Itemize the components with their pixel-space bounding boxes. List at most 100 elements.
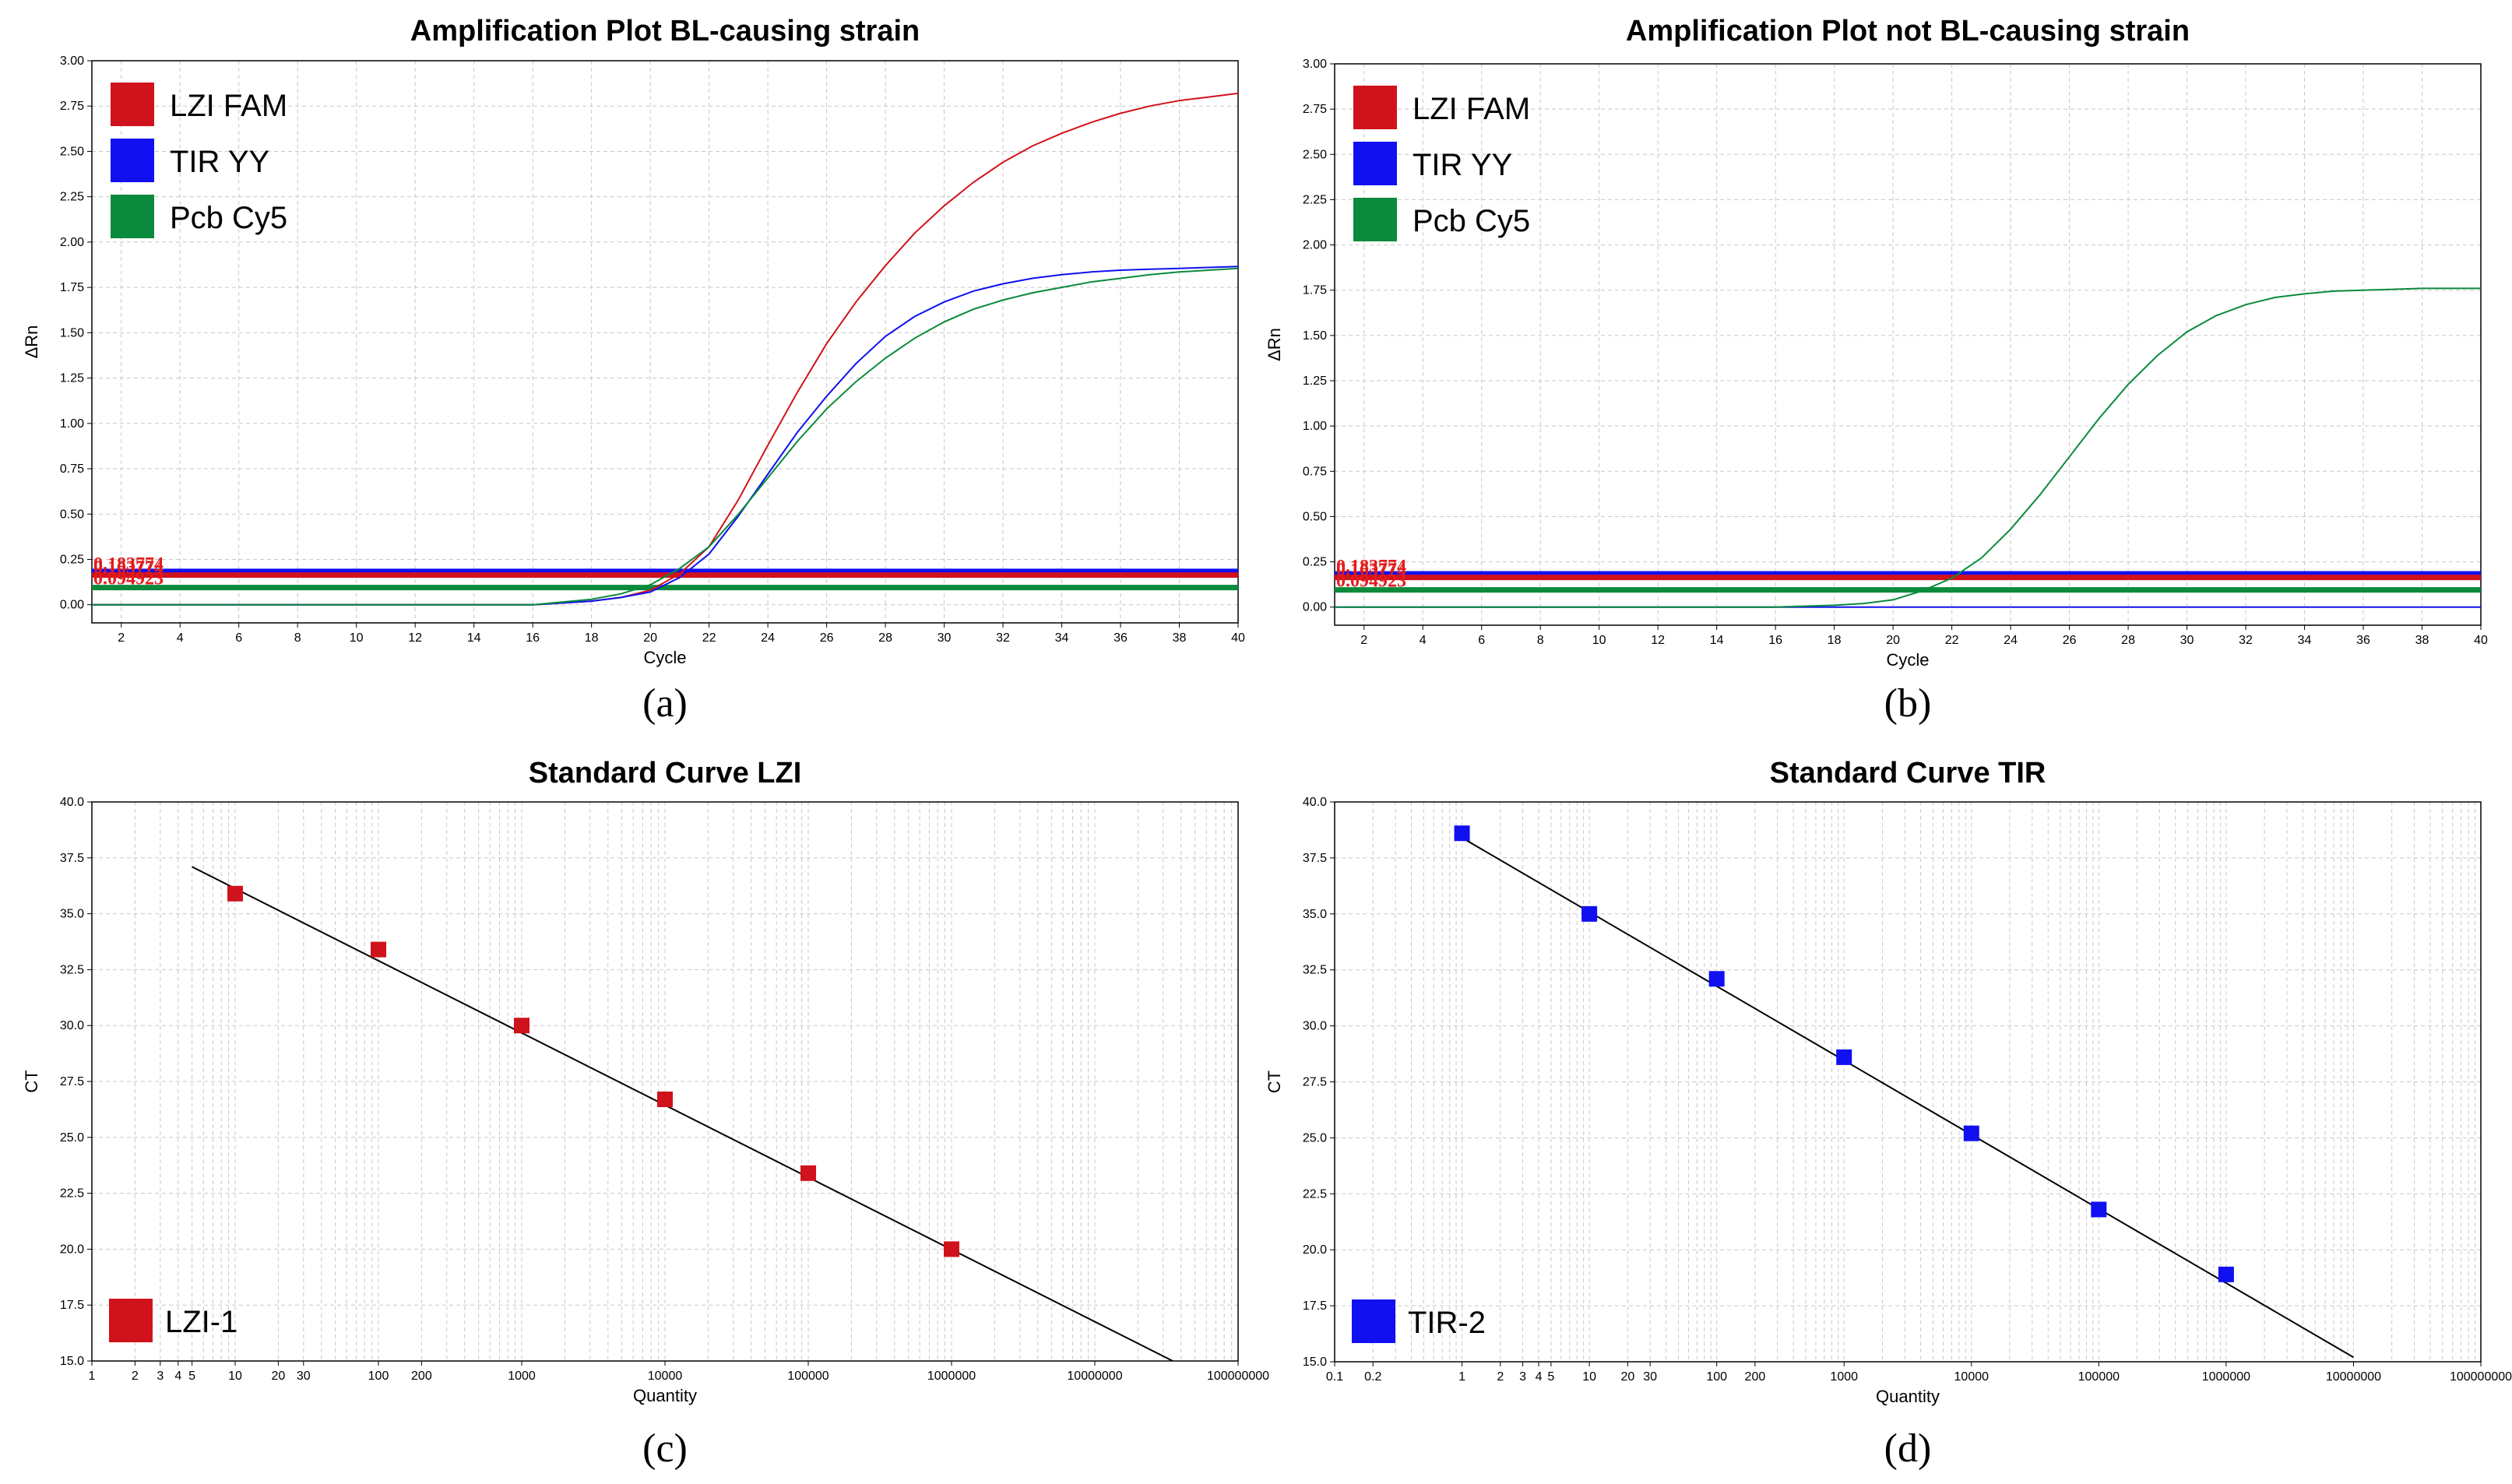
threshold-label: 0.163774 — [93, 558, 164, 578]
threshold-label: 0.183774 — [93, 554, 164, 575]
x-tick-label: 8 — [1537, 634, 1544, 647]
x-tick-label: 20 — [1886, 634, 1900, 647]
y-tick-label: 1.25 — [1303, 375, 1327, 388]
y-axis-label: CT — [1265, 1071, 1284, 1093]
y-tick-label: 37.5 — [1303, 852, 1327, 865]
x-tick-label: 100000 — [2078, 1370, 2120, 1384]
y-axis-label: ΔRn — [1265, 328, 1284, 361]
x-tick-label: 30 — [297, 1370, 311, 1383]
chart-title: Amplification Plot not BL-causing strain — [1626, 15, 2190, 47]
legend-label: LZI FAM — [1413, 92, 1530, 126]
x-tick-label: 1000 — [508, 1370, 536, 1383]
x-tick-label: 1000000 — [927, 1370, 976, 1383]
panel-sublabel: (d) — [1884, 1426, 1932, 1471]
y-tick-label: 2.50 — [60, 145, 84, 158]
x-tick-label: 14 — [1710, 634, 1724, 647]
series-line-lzi-fam — [92, 92, 1238, 606]
data-point — [1708, 971, 1725, 987]
x-tick-label: 2 — [118, 631, 125, 645]
threshold-label: 0.183774 — [1336, 557, 1406, 577]
x-tick-label: 100 — [1706, 1370, 1727, 1384]
x-tick-label: 200 — [411, 1370, 432, 1383]
x-tick-label: 34 — [2298, 634, 2312, 647]
y-tick-label: 0.00 — [60, 599, 84, 612]
threshold-label: 0.163774 — [1336, 561, 1406, 581]
x-tick-label: 3 — [157, 1370, 164, 1383]
legend-label: Pcb Cy5 — [170, 201, 287, 235]
legend-label: LZI-1 — [165, 1305, 237, 1339]
y-tick-label: 17.5 — [60, 1299, 84, 1312]
chart-panel-d: Standard Curve TIR 15.0 17.5 20.0 22.5 25.0 27… — [1265, 757, 2512, 1471]
x-tick-label: 28 — [878, 631, 892, 645]
x-tick-label: 100000 — [787, 1370, 829, 1383]
fit-line — [1462, 837, 2354, 1359]
y-tick-label: 20.0 — [1303, 1243, 1327, 1257]
x-tick-label: 1 — [89, 1370, 96, 1383]
chart-title: Standard Curve LZI — [529, 757, 802, 789]
x-tick-label: 32 — [2239, 634, 2253, 647]
x-tick-label: 2 — [1360, 634, 1367, 647]
legend-label: Pcb Cy5 — [1413, 204, 1530, 238]
x-tick-label: 2 — [132, 1370, 139, 1383]
y-tick-label: 2.75 — [1303, 103, 1327, 116]
x-tick-label: 28 — [2121, 634, 2135, 647]
chart-title: Standard Curve TIR — [1770, 757, 2046, 789]
data-point — [227, 885, 243, 902]
x-tick-label: 22 — [1945, 634, 1959, 647]
x-tick-label: 10 — [350, 631, 364, 645]
x-axis-label: Quantity — [1876, 1387, 1940, 1406]
y-tick-label: 2.00 — [1303, 239, 1327, 252]
x-tick-label: 100000000 — [1207, 1370, 1269, 1383]
series-line-pcb-cy5 — [92, 267, 1238, 606]
data-point — [2218, 1266, 2234, 1282]
x-tick-label: 10 — [1592, 634, 1606, 647]
panel-sublabel: (b) — [1884, 681, 1932, 726]
y-tick-label: 0.50 — [60, 508, 84, 521]
x-tick-label: 20 — [1620, 1370, 1634, 1384]
y-tick-label: 0.50 — [1303, 510, 1327, 523]
x-tick-label: 20 — [643, 631, 657, 645]
x-tick-label: 32 — [996, 631, 1010, 645]
x-tick-label: 0.1 — [1326, 1370, 1343, 1384]
plot-area — [1335, 64, 2481, 625]
x-tick-label: 2 — [1497, 1370, 1504, 1384]
x-tick-label: 38 — [1173, 631, 1187, 645]
series-line-pcb-cy5 — [1335, 287, 2481, 608]
y-tick-label: 0.00 — [1303, 601, 1327, 614]
y-tick-label: 2.00 — [60, 236, 84, 249]
grid — [1334, 801, 2481, 1363]
y-tick-label: 0.25 — [1303, 556, 1327, 569]
y-tick-label: 40.0 — [1303, 796, 1327, 809]
fit-line — [192, 866, 1173, 1361]
x-tick-label: 1000 — [1830, 1370, 1858, 1384]
y-tick-label: 32.5 — [60, 963, 84, 976]
data-point — [1581, 906, 1598, 922]
y-tick-label: 15.0 — [1303, 1356, 1327, 1369]
plot-frame — [1334, 63, 2482, 626]
x-tick-label: 5 — [1547, 1370, 1554, 1384]
x-tick-label: 34 — [1055, 631, 1069, 645]
x-tick-label: 10000000 — [2326, 1370, 2381, 1384]
x-axis-label: Cycle — [643, 648, 686, 667]
data-point — [1963, 1125, 1979, 1141]
x-tick-label: 30 — [2180, 634, 2194, 647]
data-point — [371, 941, 386, 958]
x-tick-label: 10000 — [1954, 1370, 1990, 1384]
legend-swatch — [1353, 198, 1397, 241]
x-tick-label: 40 — [2474, 634, 2488, 647]
legend-label: TIR YY — [1413, 148, 1512, 182]
data-point — [2091, 1201, 2107, 1218]
x-tick-label: 4 — [174, 1370, 181, 1383]
x-tick-label: 1 — [1458, 1370, 1465, 1384]
legend-label: TIR YY — [170, 145, 269, 179]
x-axis-label: Cycle — [1886, 650, 1929, 670]
data-point — [657, 1091, 673, 1107]
x-tick-label: 100 — [368, 1370, 389, 1383]
y-tick-label: 17.5 — [1303, 1299, 1327, 1313]
y-tick-label: 1.50 — [60, 326, 84, 339]
y-tick-label: 2.25 — [1303, 193, 1327, 206]
y-tick-label: 3.00 — [60, 55, 84, 68]
legend-swatch — [111, 83, 154, 126]
x-tick-label: 4 — [1536, 1370, 1543, 1384]
